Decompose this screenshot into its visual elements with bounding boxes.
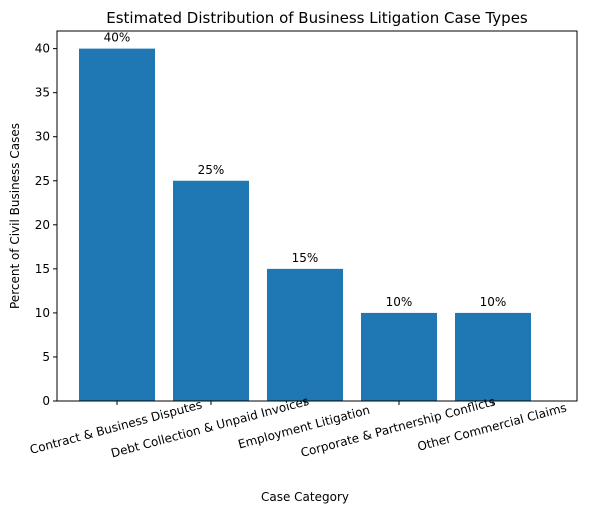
y-axis-label: Percent of Civil Business Cases [8, 123, 22, 309]
data-label: 15% [292, 251, 319, 265]
bars-layer [79, 48, 531, 401]
y-tick-label: 10 [35, 306, 50, 320]
bar [173, 180, 249, 401]
data-label: 40% [104, 31, 131, 45]
y-tick-label: 5 [42, 350, 50, 364]
x-axis-label: Case Category [261, 490, 349, 504]
plot-frame [56, 30, 578, 402]
bar [79, 48, 155, 401]
bar [361, 312, 437, 401]
y-tick-label: 30 [35, 130, 50, 144]
y-tick-label: 35 [35, 86, 50, 100]
data-label: 10% [386, 295, 413, 309]
y-tick-label: 0 [42, 394, 50, 408]
y-tick-label: 25 [35, 174, 50, 188]
data-label: 10% [480, 295, 507, 309]
data-labels-layer: 40% 25% 15% 10% 10% [104, 31, 507, 309]
y-tick-label: 15 [35, 262, 50, 276]
y-tick-label: 20 [35, 218, 50, 232]
y-tick-label: 40 [35, 42, 50, 56]
bar [267, 268, 343, 401]
data-label: 25% [198, 163, 225, 177]
chart-title: Estimated Distribution of Business Litig… [106, 9, 528, 27]
bar [455, 312, 531, 401]
y-axis: 0 5 10 15 20 25 30 35 40 [35, 42, 57, 408]
